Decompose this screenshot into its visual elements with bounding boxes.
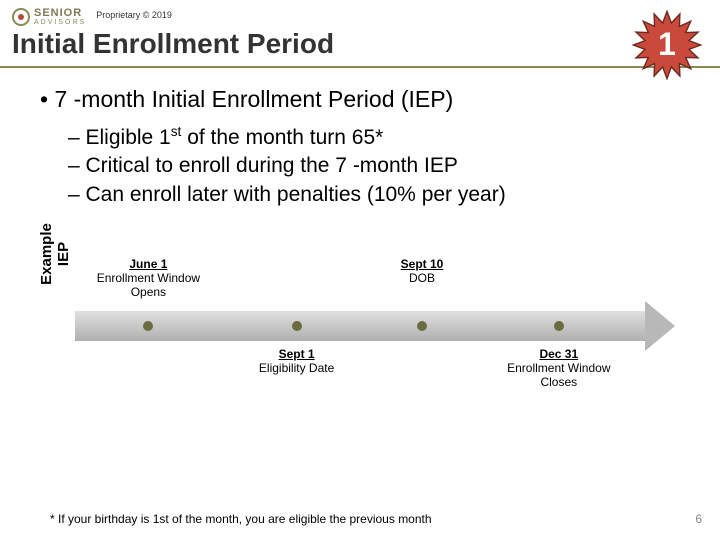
timeline-label-title: Dec 31 bbox=[494, 347, 624, 361]
sub-bullet-list: – Eligible 1st of the month turn 65*– Cr… bbox=[40, 123, 690, 209]
timeline-dot bbox=[292, 321, 302, 331]
timeline-label-title: June 1 bbox=[88, 257, 208, 271]
timeline-label-sub: Enrollment Window Opens bbox=[88, 271, 208, 299]
proprietary-notice: Proprietary © 2019 bbox=[96, 10, 172, 20]
timeline-dot bbox=[554, 321, 564, 331]
sub-bullet: – Critical to enroll during the 7 -month… bbox=[68, 152, 690, 180]
timeline-label-title: Sept 10 bbox=[362, 257, 482, 271]
page-number: 6 bbox=[695, 512, 702, 526]
timeline-arrow bbox=[75, 311, 675, 341]
timeline-label-bottom: Sept 1Eligibility Date bbox=[232, 347, 362, 375]
logo-icon bbox=[12, 8, 30, 26]
timeline-label-sub: DOB bbox=[362, 271, 482, 285]
superscript: st bbox=[171, 124, 182, 139]
section-number: 1 bbox=[658, 26, 676, 63]
logo-text-line2: ADVISORS bbox=[34, 19, 86, 26]
timeline-label-top: June 1Enrollment Window Opens bbox=[88, 257, 208, 299]
timeline: Example IEP June 1Enrollment Window Open… bbox=[40, 239, 690, 419]
timeline-label-sub: Eligibility Date bbox=[232, 361, 362, 375]
section-number-burst: 1 bbox=[632, 10, 702, 80]
logo-text-line1: SENIOR bbox=[34, 8, 86, 19]
timeline-dot bbox=[417, 321, 427, 331]
timeline-vertical-label: Example IEP bbox=[38, 214, 72, 294]
sub-bullet: – Eligible 1st of the month turn 65* bbox=[68, 123, 690, 152]
logo: SENIOR ADVISORS bbox=[12, 8, 86, 26]
main-bullet: • 7 -month Initial Enrollment Period (IE… bbox=[40, 86, 690, 113]
timeline-label-bottom: Dec 31Enrollment Window Closes bbox=[494, 347, 624, 389]
timeline-label-top: Sept 10DOB bbox=[362, 257, 482, 285]
sub-bullet: – Can enroll later with penalties (10% p… bbox=[68, 181, 690, 209]
footnote: * If your birthday is 1st of the month, … bbox=[50, 512, 432, 526]
timeline-label-sub: Enrollment Window Closes bbox=[494, 361, 624, 389]
timeline-label-title: Sept 1 bbox=[232, 347, 362, 361]
arrow-head-icon bbox=[645, 301, 675, 351]
page-title: Initial Enrollment Period bbox=[0, 26, 720, 68]
